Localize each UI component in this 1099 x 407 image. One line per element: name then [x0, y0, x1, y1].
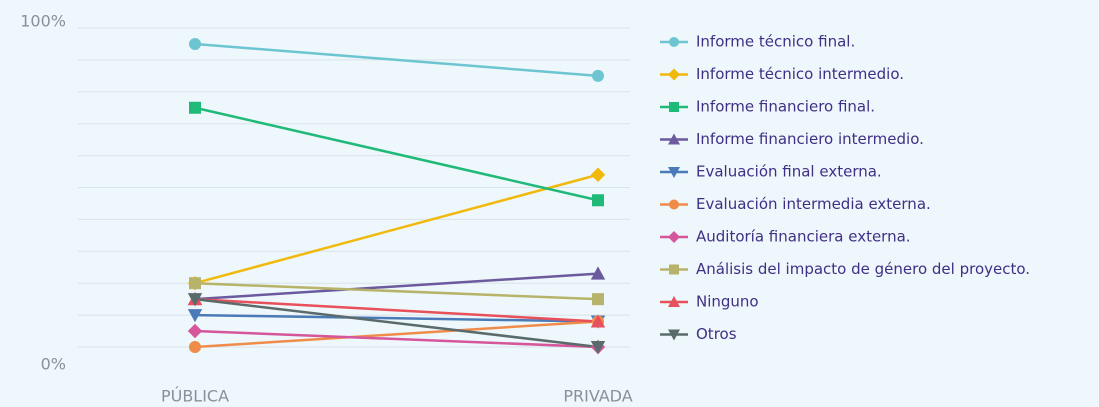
- data-point: [592, 293, 604, 306]
- data-point: [189, 37, 201, 50]
- data-point: [187, 293, 203, 307]
- series-line: [194, 313, 599, 323]
- legend-marker: [668, 329, 680, 341]
- data-point: [189, 277, 201, 290]
- legend-marker: [669, 199, 679, 210]
- legend-label: Informe técnico intermedio.: [696, 65, 904, 83]
- legend-marker: [668, 231, 680, 243]
- data-point: [592, 194, 604, 207]
- legend-label: Informe financiero intermedio.: [696, 130, 924, 148]
- series-line: [194, 329, 599, 349]
- legend-label: Informe técnico final.: [696, 33, 855, 51]
- legend-marker: [668, 133, 680, 145]
- legend-label: Otros: [696, 325, 737, 343]
- legend-label: Ninguno: [696, 293, 759, 311]
- data-point: [592, 69, 604, 82]
- series-line: [194, 272, 599, 301]
- legend-label: Auditoría financiera externa.: [696, 228, 911, 246]
- legend-label: Evaluación final externa.: [696, 163, 882, 181]
- series-line: [194, 281, 599, 301]
- data-point: [187, 323, 203, 339]
- y-tick-label: 100%: [20, 12, 66, 31]
- data-point: [590, 341, 606, 355]
- legend-label: Evaluación intermedia externa.: [696, 195, 931, 213]
- legend-label: Análisis del impacto de género del proye…: [696, 260, 1030, 278]
- series-line: [194, 106, 599, 202]
- legend-marker: [668, 68, 680, 81]
- series-line: [194, 173, 599, 285]
- legend-marker: [668, 167, 680, 178]
- series-line: [194, 320, 599, 349]
- data-point: [187, 309, 203, 323]
- series-line: [194, 42, 599, 78]
- data-point: [189, 101, 201, 114]
- legend-marker: [669, 102, 679, 112]
- legend-marker: [668, 296, 680, 307]
- data-point: [590, 266, 606, 280]
- y-tick-label: 0%: [41, 355, 66, 374]
- series-line: [194, 297, 599, 323]
- x-tick-label: PÚBLICA: [161, 387, 229, 406]
- legend-marker: [669, 37, 679, 47]
- data-point: [590, 167, 606, 182]
- data-point: [590, 314, 606, 328]
- x-tick-label: PRIVADA: [563, 387, 632, 406]
- series-line: [194, 297, 599, 349]
- data-point: [189, 341, 201, 353]
- legend-label: Informe financiero final.: [696, 98, 875, 116]
- legend-marker: [669, 264, 679, 275]
